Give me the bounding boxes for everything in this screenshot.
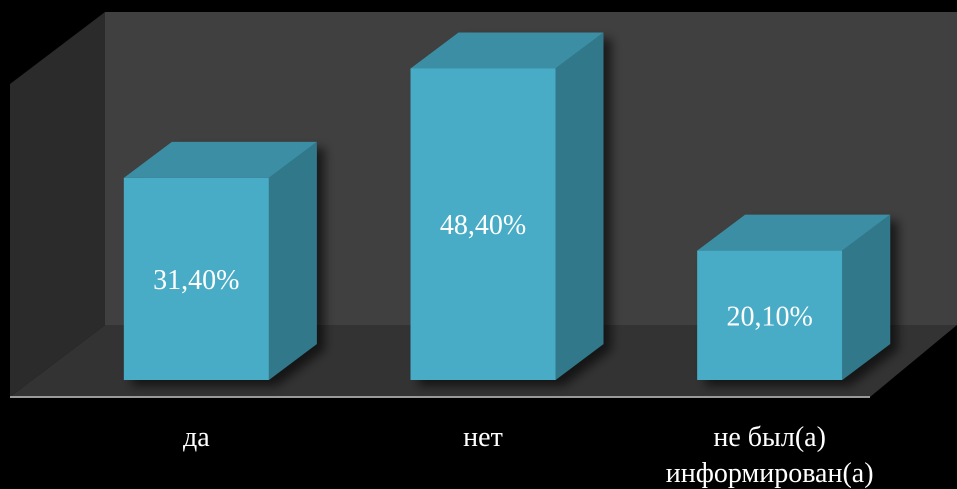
bar-front bbox=[410, 68, 556, 380]
bar-side bbox=[268, 141, 317, 380]
data-label: 20,10% bbox=[727, 301, 813, 332]
bar-front bbox=[697, 250, 843, 380]
category-label: информирован(а) bbox=[666, 458, 874, 489]
bar-side bbox=[555, 32, 604, 380]
category-label: нет bbox=[463, 422, 503, 453]
category-label: да bbox=[183, 422, 210, 453]
category-label: не был(а) bbox=[713, 422, 826, 453]
bar-2 bbox=[410, 32, 604, 380]
category-labels: да нет не был(а) информирован(а) bbox=[183, 422, 874, 489]
bar-1 bbox=[123, 141, 317, 380]
bar-top bbox=[123, 141, 317, 178]
bar-3 bbox=[697, 214, 891, 380]
side-wall bbox=[10, 12, 105, 397]
bar-front bbox=[123, 177, 269, 380]
chart-bars: 31,40% 48,40% 20,10% bbox=[123, 32, 891, 380]
bar-top bbox=[410, 32, 604, 69]
data-label: 48,40% bbox=[440, 210, 526, 241]
bar-top bbox=[697, 214, 891, 251]
data-label: 31,40% bbox=[153, 265, 239, 296]
bar-side bbox=[842, 214, 891, 380]
